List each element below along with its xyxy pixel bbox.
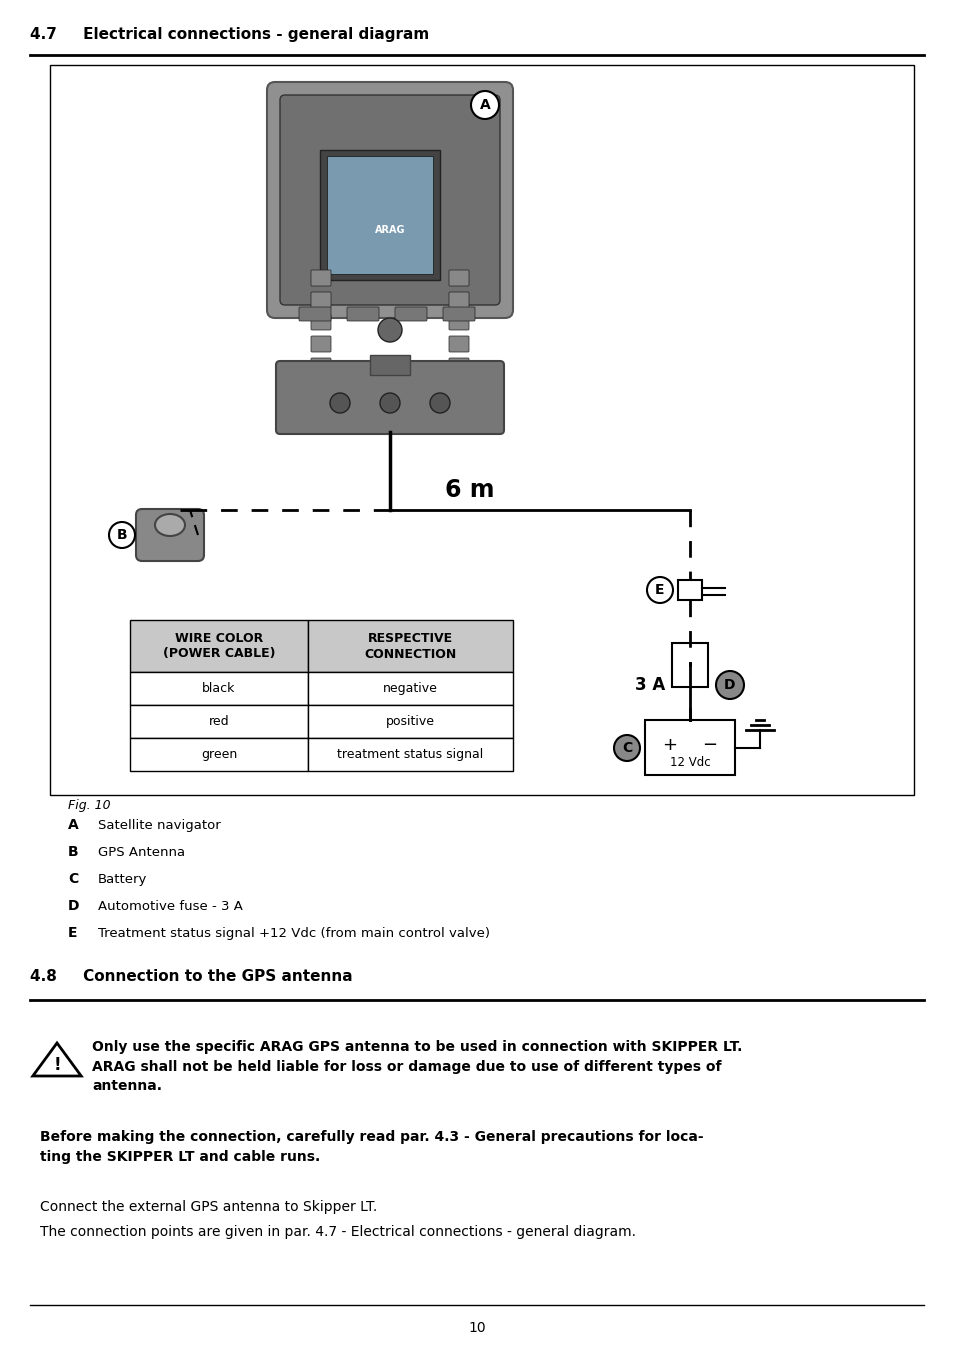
Text: Fig. 10: Fig. 10 <box>68 799 111 811</box>
Text: 12 Vdc: 12 Vdc <box>669 756 710 769</box>
Bar <box>130 705 308 738</box>
Bar <box>50 65 913 795</box>
FancyBboxPatch shape <box>280 95 499 305</box>
Bar <box>678 580 701 600</box>
Text: D: D <box>723 678 735 692</box>
Bar <box>130 620 308 672</box>
FancyBboxPatch shape <box>395 307 427 321</box>
Text: D: D <box>68 899 79 913</box>
FancyBboxPatch shape <box>442 307 475 321</box>
FancyBboxPatch shape <box>347 307 378 321</box>
Text: The connection points are given in par. 4.7 - Electrical connections - general d: The connection points are given in par. … <box>40 1225 636 1239</box>
Text: 4.7     Electrical connections - general diagram: 4.7 Electrical connections - general dia… <box>30 27 429 42</box>
Bar <box>671 643 707 686</box>
Text: negative: negative <box>383 682 437 695</box>
Text: Treatment status signal +12 Vdc (from main control valve): Treatment status signal +12 Vdc (from ma… <box>98 926 490 940</box>
Bar <box>308 672 513 705</box>
Bar <box>327 156 433 274</box>
Polygon shape <box>32 1043 81 1076</box>
Text: 4.8     Connection to the GPS antenna: 4.8 Connection to the GPS antenna <box>30 969 353 984</box>
FancyBboxPatch shape <box>311 357 331 374</box>
Text: 3 A: 3 A <box>635 676 664 695</box>
FancyBboxPatch shape <box>311 314 331 330</box>
Text: green: green <box>201 747 237 761</box>
Text: treatment status signal: treatment status signal <box>337 747 483 761</box>
Text: red: red <box>209 715 229 728</box>
FancyBboxPatch shape <box>311 336 331 352</box>
Text: Only use the specific ARAG GPS antenna to be used in connection with SKIPPER LT.: Only use the specific ARAG GPS antenna t… <box>91 1040 741 1093</box>
FancyBboxPatch shape <box>298 307 331 321</box>
Text: GPS Antenna: GPS Antenna <box>98 845 185 858</box>
Bar <box>130 738 308 770</box>
Bar <box>308 705 513 738</box>
FancyBboxPatch shape <box>267 83 513 318</box>
Circle shape <box>646 577 672 603</box>
Text: Automotive fuse - 3 A: Automotive fuse - 3 A <box>98 899 243 913</box>
Ellipse shape <box>154 515 185 536</box>
Bar <box>308 620 513 672</box>
Bar <box>308 738 513 770</box>
FancyBboxPatch shape <box>136 509 204 561</box>
FancyBboxPatch shape <box>449 314 469 330</box>
Text: C: C <box>621 741 632 756</box>
FancyBboxPatch shape <box>449 357 469 374</box>
Bar <box>130 672 308 705</box>
Circle shape <box>377 318 401 343</box>
Circle shape <box>330 393 350 413</box>
Bar <box>319 150 439 280</box>
Circle shape <box>430 393 450 413</box>
Text: WIRE COLOR
(POWER CABLE): WIRE COLOR (POWER CABLE) <box>163 631 275 661</box>
Text: 6 m: 6 m <box>444 478 494 502</box>
FancyBboxPatch shape <box>311 269 331 286</box>
Text: Before making the connection, carefully read par. 4.3 - General precautions for : Before making the connection, carefully … <box>40 1131 703 1163</box>
Text: positive: positive <box>386 715 435 728</box>
Circle shape <box>614 735 639 761</box>
Circle shape <box>379 393 399 413</box>
FancyBboxPatch shape <box>311 292 331 307</box>
Text: Battery: Battery <box>98 872 147 886</box>
Text: B: B <box>116 528 127 542</box>
FancyBboxPatch shape <box>275 362 503 435</box>
FancyBboxPatch shape <box>449 269 469 286</box>
Circle shape <box>471 91 498 119</box>
Text: ARAG: ARAG <box>375 225 405 236</box>
Text: A: A <box>68 818 79 831</box>
Text: 10: 10 <box>468 1322 485 1335</box>
Text: Satellite navigator: Satellite navigator <box>98 819 220 831</box>
Circle shape <box>716 672 743 699</box>
Bar <box>370 355 410 375</box>
Circle shape <box>109 523 135 548</box>
Text: !: ! <box>53 1056 61 1074</box>
Text: E: E <box>655 584 664 597</box>
Text: −: − <box>701 737 717 754</box>
FancyBboxPatch shape <box>449 292 469 307</box>
Bar <box>644 720 734 774</box>
Text: E: E <box>68 926 77 940</box>
Text: Connect the external GPS antenna to Skipper LT.: Connect the external GPS antenna to Skip… <box>40 1200 376 1215</box>
Text: RESPECTIVE
CONNECTION: RESPECTIVE CONNECTION <box>364 631 456 661</box>
Text: black: black <box>202 682 235 695</box>
Text: B: B <box>68 845 78 858</box>
Text: C: C <box>68 872 78 886</box>
Text: +: + <box>661 737 677 754</box>
FancyBboxPatch shape <box>449 336 469 352</box>
Text: A: A <box>479 97 490 112</box>
